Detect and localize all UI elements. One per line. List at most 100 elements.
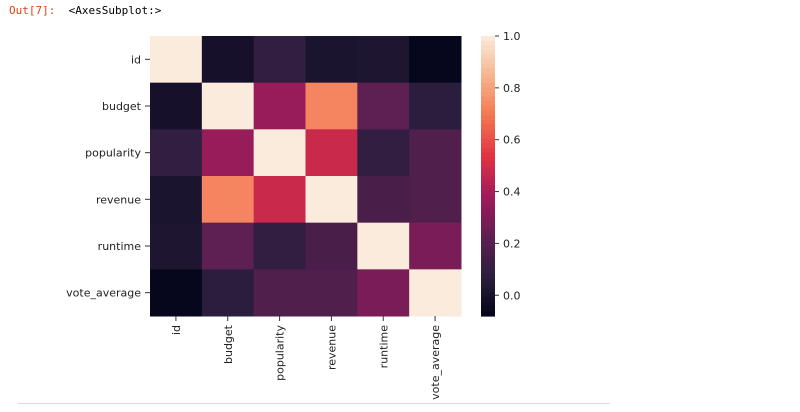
- colorbar-segment: [481, 250, 495, 256]
- colorbar-segment: [481, 115, 495, 121]
- heatmap-cell-id-popularity: [253, 36, 306, 84]
- colorbar-segment: [481, 232, 495, 238]
- x-tick-label: popularity: [274, 325, 287, 381]
- heatmap-cell-runtime-runtime: [357, 222, 410, 270]
- heatmap-cell-popularity-runtime: [357, 129, 410, 177]
- output-prompt: Out[7]: <AxesSubplot:>: [9, 4, 161, 17]
- x-tick-labels: id budget popularity revenue runtime vote_ave…: [170, 316, 442, 400]
- colorbar-segment: [481, 59, 495, 65]
- colorbar-segment: [481, 143, 495, 149]
- y-tick-label: runtime: [98, 240, 142, 253]
- colorbar-segment: [481, 82, 495, 88]
- colorbar-segment: [481, 208, 495, 214]
- colorbar-segment: [481, 302, 495, 308]
- heatmap-cell-revenue-id: [150, 176, 203, 224]
- colorbar-segment: [481, 54, 495, 60]
- heatmap-cell-runtime-id: [150, 222, 203, 270]
- heatmap-cell-runtime-budget: [201, 222, 255, 270]
- colorbar-segment: [481, 96, 495, 102]
- colorbar-segment: [481, 134, 495, 140]
- heatmap-cell-budget-vote_average: [409, 82, 462, 130]
- colorbar-segment: [481, 274, 495, 280]
- heatmap-cell-revenue-vote_average: [409, 176, 462, 224]
- colorbar-segment: [481, 194, 495, 200]
- colorbar-segment: [481, 45, 495, 51]
- colorbar-segment: [481, 292, 495, 298]
- colorbar-segment: [481, 283, 495, 289]
- colorbar-segment: [481, 64, 495, 70]
- colorbar-segment: [481, 297, 495, 303]
- heatmap-cell-id-runtime: [357, 36, 410, 84]
- heatmap-cell-revenue-revenue: [305, 176, 358, 224]
- colorbar-tick-label: 0.2: [503, 237, 521, 250]
- colorbar-segment: [481, 264, 495, 270]
- colorbar-segment: [481, 110, 495, 116]
- colorbar-segment: [481, 260, 495, 266]
- colorbar-segment: [481, 176, 495, 182]
- heatmap-cell-id-id: [150, 36, 203, 84]
- cell-separator: [18, 403, 610, 404]
- heatmap-cell-id-budget: [201, 36, 255, 84]
- x-tick-label: id: [170, 325, 183, 335]
- x-tick-label: vote_average: [429, 325, 442, 400]
- prompt-label: Out[7]:: [9, 4, 56, 17]
- x-tick-label: revenue: [325, 325, 338, 370]
- colorbar-segment: [481, 36, 495, 42]
- colorbar-segment: [481, 78, 495, 84]
- colorbar-tick-label: 0.4: [503, 186, 521, 199]
- colorbar-segment: [481, 190, 495, 196]
- heatmap-cell-revenue-budget: [201, 176, 255, 224]
- colorbar-segment: [481, 157, 495, 163]
- heatmap-cell-popularity-revenue: [305, 129, 358, 177]
- colorbar-segment: [481, 171, 495, 177]
- colorbar-segment: [481, 40, 495, 46]
- colorbar-segment: [481, 92, 495, 98]
- heatmap-cell-revenue-popularity: [253, 176, 306, 224]
- heatmap-cell-popularity-vote_average: [409, 129, 462, 177]
- heatmap-cells: [150, 36, 462, 317]
- heatmap-cell-vote_average-revenue: [305, 269, 358, 317]
- heatmap-cell-budget-budget: [201, 82, 255, 130]
- x-tick-label: runtime: [377, 325, 390, 369]
- heatmap-cell-id-revenue: [305, 36, 358, 84]
- heatmap-cell-revenue-runtime: [357, 176, 410, 224]
- colorbar: 0.0 0.2 0.4 0.6 0.8 1.0: [481, 30, 521, 317]
- colorbar-segment: [481, 269, 495, 275]
- colorbar-segment: [481, 152, 495, 158]
- heatmap-cell-popularity-id: [150, 129, 203, 177]
- heatmap-cell-runtime-vote_average: [409, 222, 462, 270]
- heatmap-cell-vote_average-vote_average: [409, 269, 462, 317]
- colorbar-segment: [481, 218, 495, 224]
- colorbar-segment: [481, 180, 495, 186]
- y-tick-label: vote_average: [66, 287, 141, 300]
- colorbar-segment: [481, 236, 495, 242]
- colorbar-segment: [481, 288, 495, 294]
- heatmap-cell-budget-id: [150, 82, 203, 130]
- colorbar-segment: [481, 213, 495, 219]
- heatmap-cell-runtime-popularity: [253, 222, 306, 270]
- colorbar-segment: [481, 166, 495, 172]
- colorbar-segment: [481, 227, 495, 233]
- colorbar-segment: [481, 120, 495, 126]
- y-tick-label: budget: [102, 100, 142, 113]
- colorbar-segment: [481, 278, 495, 284]
- colorbar-segment: [481, 101, 495, 107]
- colorbar-segment: [481, 162, 495, 168]
- colorbar-segment: [481, 185, 495, 191]
- colorbar-segment: [481, 124, 495, 130]
- colorbar-segment: [481, 311, 495, 317]
- heatmap-cell-popularity-budget: [201, 129, 255, 177]
- y-tick-label: popularity: [85, 147, 141, 160]
- output-repr: <AxesSubplot:>: [68, 4, 162, 17]
- colorbar-tick-label: 0.6: [503, 134, 521, 147]
- colorbar-segment: [481, 106, 495, 112]
- colorbar-segment: [481, 222, 495, 228]
- heatmap-cell-vote_average-runtime: [357, 269, 410, 317]
- heatmap-cell-budget-revenue: [305, 82, 358, 130]
- colorbar-segment: [481, 138, 495, 144]
- y-tick-label: id: [131, 53, 141, 66]
- colorbar-segment: [481, 148, 495, 154]
- colorbar-segment: [481, 204, 495, 210]
- heatmap-cell-id-vote_average: [409, 36, 462, 84]
